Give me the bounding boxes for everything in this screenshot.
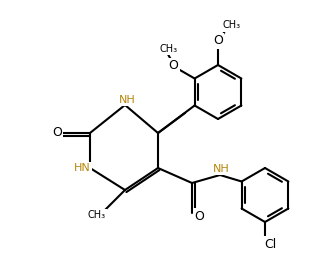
Text: O: O <box>194 209 204 222</box>
Text: HN: HN <box>74 163 90 173</box>
Text: O: O <box>169 59 179 72</box>
Text: CH₃: CH₃ <box>88 210 106 220</box>
Text: Cl: Cl <box>264 237 276 250</box>
Text: O: O <box>52 127 62 140</box>
Text: NH: NH <box>213 164 229 174</box>
Text: CH₃: CH₃ <box>223 20 241 30</box>
Text: NH: NH <box>118 95 135 105</box>
Text: O: O <box>213 34 223 47</box>
Text: CH₃: CH₃ <box>159 44 178 54</box>
